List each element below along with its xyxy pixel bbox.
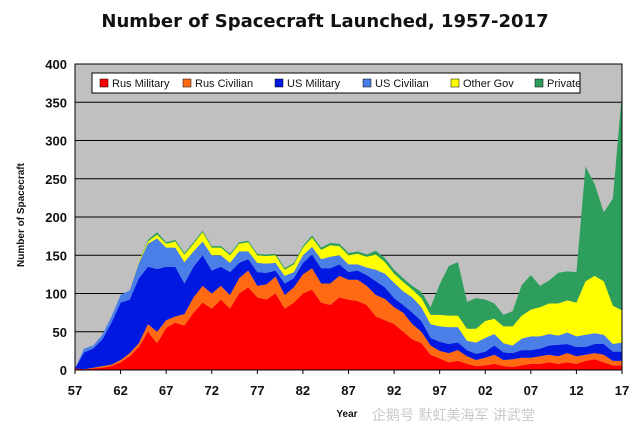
y-tick-label: 300: [45, 134, 67, 149]
area-series-us-military: [75, 254, 622, 370]
y-tick-label: 100: [45, 287, 67, 302]
legend-item-rus-civilian: Rus Civilian: [182, 78, 253, 90]
legend-label: US Civilian: [375, 78, 429, 90]
x-tick-label: 12: [569, 383, 583, 398]
legend-item-private: Private: [534, 78, 581, 90]
legend-label: US Military: [287, 78, 341, 90]
legend-swatch: [534, 78, 544, 88]
legend-label: Rus Civilian: [195, 78, 253, 90]
legend-label: Rus Military: [112, 78, 170, 90]
legend-item-us-civilian: US Civilian: [362, 78, 429, 90]
legend-item-other-gov: Other Gov: [450, 78, 514, 90]
legend-item-rus-military: Rus Military: [99, 78, 170, 90]
area-series-other-gov: [75, 232, 622, 369]
x-tick-label: 82: [296, 383, 310, 398]
x-tick-label: 67: [159, 383, 173, 398]
y-tick-label: 200: [45, 210, 67, 225]
legend-swatch: [99, 78, 109, 88]
x-axis-ticks: 57 62 67 72 77 82 87 92 97 02 07 12 17: [68, 370, 629, 398]
chart-title: Number of Spacecraft Launched, 1957-2017: [101, 11, 548, 32]
x-tick-label: 72: [205, 383, 219, 398]
legend-box: [91, 72, 581, 94]
y-tick-label: 250: [45, 172, 67, 187]
x-tick-label: 57: [68, 383, 82, 398]
legend-swatch: [182, 78, 192, 88]
watermark: 企鹅号 默虹美海军 讲武堂: [372, 407, 535, 424]
y-tick-label: 350: [45, 95, 67, 110]
legend-label: Other Gov: [463, 78, 514, 90]
x-tick-label: 77: [250, 383, 264, 398]
legend-item-us-military: US Military: [274, 78, 341, 90]
y-tick-label: 400: [45, 57, 67, 72]
y-tick-label: 150: [45, 248, 67, 263]
x-tick-label: 02: [478, 383, 492, 398]
y-tick-label: 0: [60, 363, 67, 378]
x-tick-label: 97: [432, 383, 446, 398]
y-axis-ticks: 0 50 100 150 200 250 300 350 400: [45, 57, 67, 378]
legend-label: Private: [547, 78, 581, 90]
y-tick-label: 50: [53, 325, 67, 340]
x-tick-label: 07: [524, 383, 538, 398]
x-axis-label: Year: [336, 409, 357, 420]
x-tick-label: 62: [113, 383, 127, 398]
area-series-rus-military: [75, 287, 622, 370]
legend-swatch: [450, 78, 460, 88]
x-tick-label: 87: [341, 383, 355, 398]
legend: Rus Military Rus Civilian US Military US Ci…: [91, 72, 581, 94]
x-tick-label: 17: [615, 383, 629, 398]
legend-swatch: [362, 78, 372, 88]
x-tick-label: 92: [387, 383, 401, 398]
legend-swatch: [274, 78, 284, 88]
y-axis-label: Number of Spacecraft: [16, 162, 27, 267]
